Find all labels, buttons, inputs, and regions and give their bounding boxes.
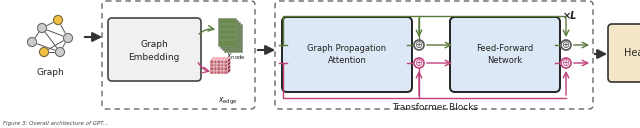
Circle shape [561,40,571,50]
FancyBboxPatch shape [220,20,238,48]
Polygon shape [221,57,227,60]
Text: Figure 3: Overall architecture of GPT...: Figure 3: Overall architecture of GPT... [3,121,108,126]
Circle shape [56,47,65,56]
Circle shape [561,58,571,68]
Circle shape [38,24,47,33]
Circle shape [63,34,72,42]
FancyBboxPatch shape [450,17,560,92]
Bar [221,60,224,63]
Text: Graph: Graph [36,68,64,77]
Polygon shape [224,57,230,60]
Polygon shape [217,57,223,60]
Polygon shape [227,57,230,63]
Polygon shape [210,57,216,60]
Bar [221,63,224,67]
Bar [210,67,214,71]
Text: $x_{\mathregular{edge}}$: $x_{\mathregular{edge}}$ [218,96,238,107]
Bar [214,60,217,63]
Text: Head: Head [624,48,640,58]
Bar [224,67,227,71]
Text: $\oplus$: $\oplus$ [561,40,571,51]
Polygon shape [227,67,230,74]
Bar [214,67,217,71]
Polygon shape [227,61,230,67]
Bar [210,71,214,74]
FancyBboxPatch shape [108,18,201,81]
Text: Transformer Blocks: Transformer Blocks [392,103,478,112]
Polygon shape [227,64,230,71]
Bar [214,71,217,74]
FancyBboxPatch shape [222,22,240,50]
Bar [224,63,227,67]
Bar [217,67,221,71]
Text: Feed-Forward
Network: Feed-Forward Network [476,44,534,65]
Bar [217,60,221,63]
Bar [210,63,214,67]
Circle shape [28,38,36,46]
Bar [221,71,224,74]
Circle shape [414,58,424,68]
Text: ×L: ×L [563,11,577,21]
Circle shape [54,15,63,24]
Text: $\oplus$: $\oplus$ [561,57,571,68]
FancyBboxPatch shape [608,24,640,82]
Bar [217,71,221,74]
Bar [224,71,227,74]
FancyBboxPatch shape [224,24,242,52]
Text: Graph
Embedding: Graph Embedding [128,40,180,62]
Bar [217,63,221,67]
Polygon shape [214,57,220,60]
FancyBboxPatch shape [282,17,412,92]
Text: $\oplus$: $\oplus$ [414,57,424,68]
Circle shape [414,40,424,50]
Bar [214,63,217,67]
Bar [221,67,224,71]
Text: Graph Propagation
Attention: Graph Propagation Attention [307,44,387,65]
Circle shape [40,47,49,56]
Bar [224,60,227,63]
Text: $\oplus$: $\oplus$ [414,40,424,51]
Text: $x_{\mathregular{node}}$: $x_{\mathregular{node}}$ [226,52,246,62]
Bar [210,60,214,63]
FancyBboxPatch shape [218,18,236,46]
